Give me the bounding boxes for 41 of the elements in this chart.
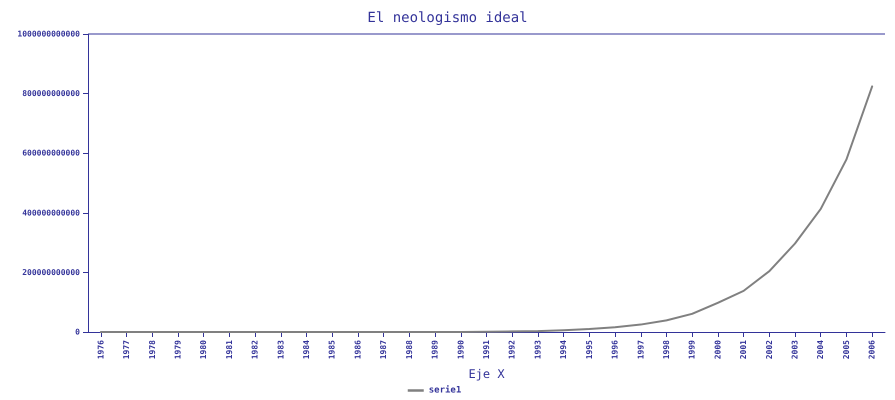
x-tick-label: 1991	[482, 340, 491, 360]
x-tick-label: 1988	[404, 340, 414, 360]
x-tick-label: 2001	[739, 340, 748, 360]
x-tick-label: 1977	[122, 340, 132, 360]
x-tick-label: 1984	[302, 340, 312, 360]
y-tick-label: 400000000000	[22, 208, 80, 218]
x-tick-label: 1997	[636, 340, 646, 360]
line-series	[100, 85, 874, 333]
y-tick-label: 0	[75, 328, 80, 336]
x-tick-label: 2003	[790, 340, 800, 360]
x-tick-label: 1982	[250, 340, 260, 360]
x-tick-label: 1992	[508, 340, 517, 360]
x-tick-label: 2005	[842, 340, 851, 360]
x-tick-label: 1985	[328, 340, 337, 360]
y-tick-label: 1000000000000	[17, 30, 80, 38]
x-tick-label: 1990	[456, 340, 466, 360]
x-tick-label: 1983	[276, 340, 286, 360]
y-tick-label: 600000000000	[22, 148, 80, 158]
chart-title: El neologismo ideal	[367, 10, 528, 26]
x-axis-title: Eje X	[468, 367, 506, 381]
x-tick-label: 1995	[584, 340, 594, 360]
x-tick-label: 2000	[713, 340, 722, 360]
x-tick-label: 2004	[816, 340, 826, 360]
x-tick-label: 1987	[379, 340, 388, 360]
x-tick-label: 1981	[224, 340, 234, 360]
x-tick-label: 1976	[96, 340, 106, 360]
x-tick-label: 1989	[430, 340, 440, 360]
x-tick-label: 1999	[688, 340, 697, 360]
legend-label: serie1	[428, 384, 462, 396]
x-tick-label: 1998	[662, 340, 671, 360]
x-tick-label: 1980	[199, 340, 208, 360]
x-tick-label: 1979	[173, 340, 182, 360]
y-tick-label: 200000000000	[22, 268, 80, 277]
y-tick-label: 800000000000	[22, 89, 80, 98]
x-tick-label: 1986	[353, 340, 362, 360]
x-tick-label: 1996	[610, 340, 620, 360]
x-tick-label: 1994	[559, 340, 568, 360]
x-tick-label: 1993	[533, 340, 542, 360]
x-tick-label: 2006	[868, 340, 877, 360]
x-tick-label: 2002	[764, 340, 774, 360]
x-tick-label: 1978	[148, 340, 157, 360]
